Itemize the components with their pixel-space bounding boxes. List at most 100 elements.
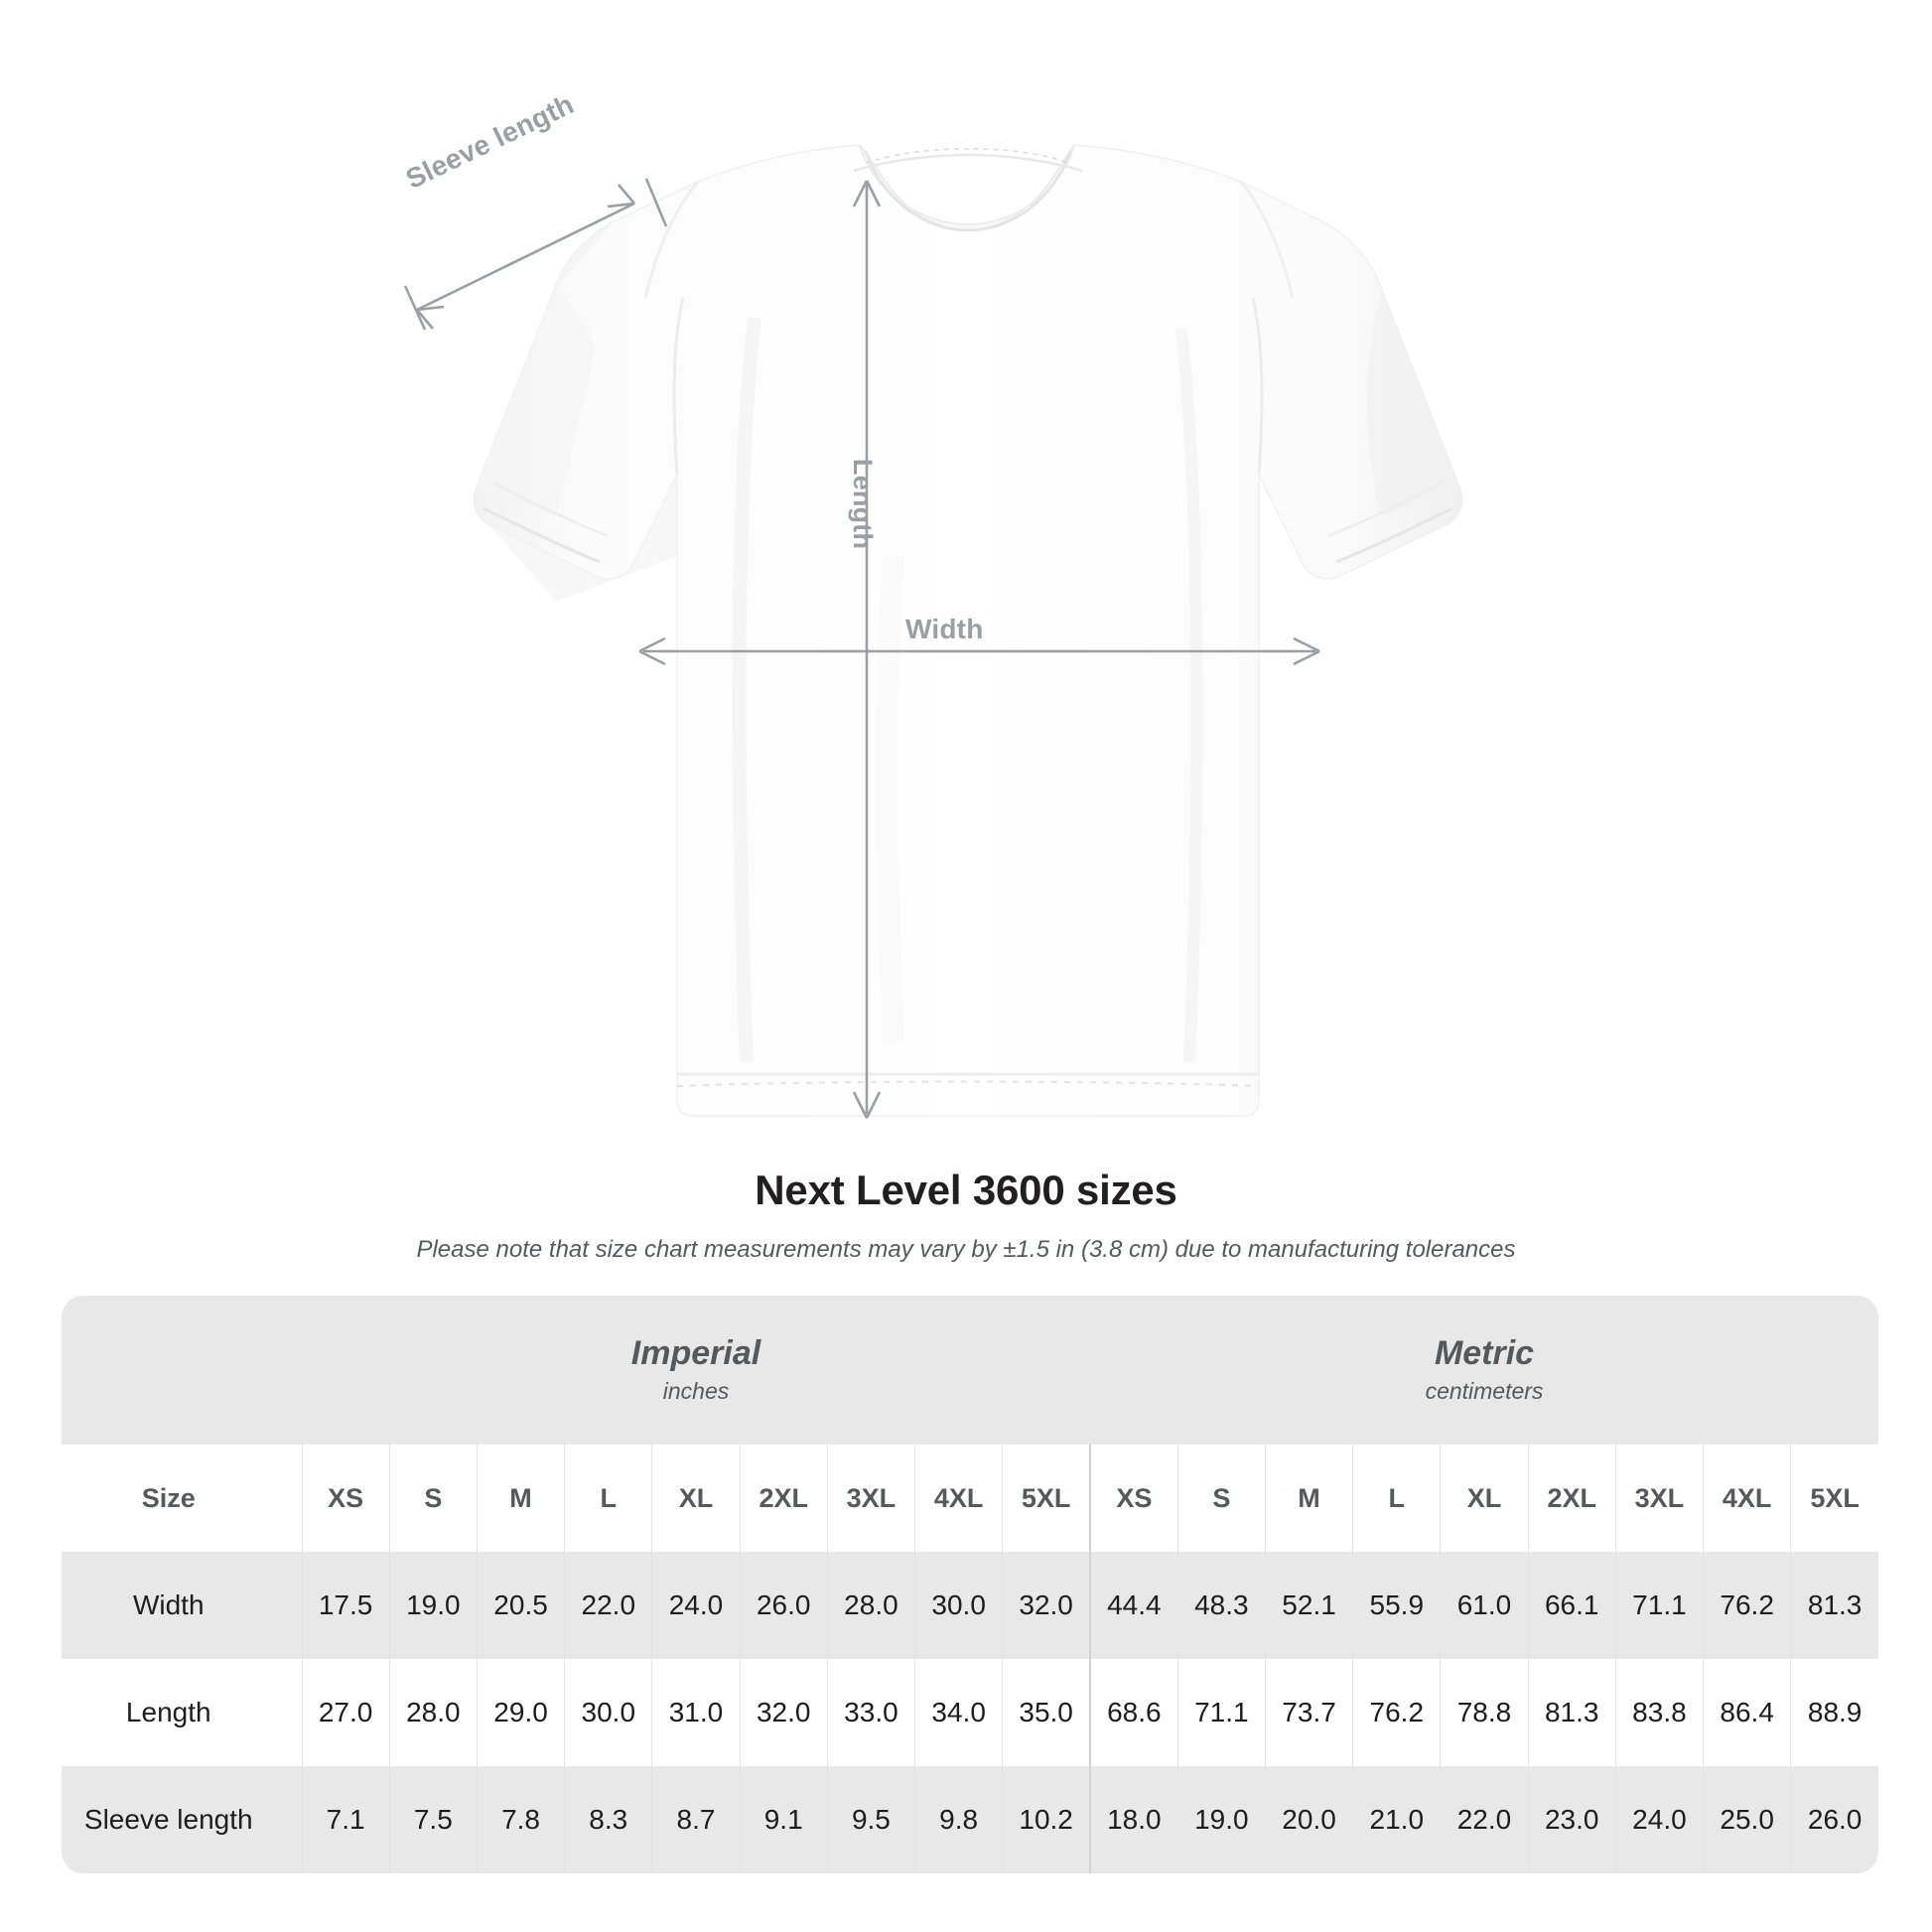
table-row: Width 17.5 19.0 20.5 22.0 24.0 26.0 28.0 30.0 32.… (62, 1552, 1879, 1659)
tshirt-shape (473, 144, 1463, 1117)
measurement-cell: 83.8 (1614, 1659, 1704, 1766)
size-column-header: L (564, 1445, 652, 1552)
length-label: Length (848, 459, 878, 550)
measurement-cell: 9.5 (826, 1766, 915, 1873)
size-chart-table: Imperial inches Metric centimeters Size XS S M… (62, 1296, 1879, 1873)
measurement-cell: 9.8 (914, 1766, 1003, 1873)
measurement-cell: 28.0 (388, 1659, 478, 1766)
measurement-cell: 22.0 (564, 1552, 652, 1659)
measurement-cell: 19.0 (1176, 1766, 1266, 1873)
measurement-cell: 48.3 (1176, 1552, 1266, 1659)
size-column-header: 2XL (1527, 1445, 1616, 1552)
measurement-cell: 61.0 (1440, 1552, 1529, 1659)
sleeve-length-dimension (403, 178, 668, 331)
measurement-cell: 7.1 (301, 1766, 390, 1873)
measurement-cell: 31.0 (651, 1659, 741, 1766)
measurement-cell: 29.0 (476, 1659, 565, 1766)
measurement-cell: 44.4 (1088, 1552, 1178, 1659)
table-row: Length 27.0 28.0 29.0 30.0 31.0 32.0 33.0 34.0 35… (62, 1659, 1879, 1766)
size-header-label: Size (62, 1445, 302, 1552)
measurement-cell: 18.0 (1088, 1766, 1178, 1873)
measurement-cell: 20.0 (1264, 1766, 1353, 1873)
measurement-cell: 86.4 (1703, 1659, 1791, 1766)
measurement-cell: 55.9 (1352, 1552, 1441, 1659)
measurement-cell: 81.3 (1527, 1659, 1616, 1766)
page-title: Next Level 3600 sizes (755, 1167, 1177, 1213)
size-column-header: XL (651, 1445, 741, 1552)
measurement-row-label: Width (62, 1552, 302, 1659)
size-column-header: XS (1088, 1445, 1178, 1552)
size-column-header: 3XL (1614, 1445, 1704, 1552)
unit-row-spacer (62, 1296, 302, 1445)
measurement-cell: 25.0 (1703, 1766, 1791, 1873)
measurement-cell: 88.9 (1790, 1659, 1879, 1766)
measurement-cell: 35.0 (1002, 1659, 1090, 1766)
measurement-cell: 24.0 (1614, 1766, 1704, 1873)
measurement-cell: 27.0 (301, 1659, 390, 1766)
measurement-cell: 9.1 (739, 1766, 828, 1873)
measurement-cell: 33.0 (826, 1659, 915, 1766)
size-column-header: XS (301, 1445, 390, 1552)
table-head: Imperial inches Metric centimeters Size XS S M… (62, 1296, 1879, 1552)
size-column-header: M (1264, 1445, 1353, 1552)
measurement-cell: 23.0 (1527, 1766, 1616, 1873)
unit-group-name: Metric (1434, 1333, 1535, 1372)
unit-group-imperial: Imperial inches (302, 1296, 1090, 1445)
table-body: Width 17.5 19.0 20.5 22.0 24.0 26.0 28.0 30.0 32.… (62, 1552, 1879, 1873)
size-chart-table-container: Imperial inches Metric centimeters Size XS S M… (62, 1296, 1879, 1873)
tshirt-diagram (403, 144, 1463, 1119)
size-column-header: 3XL (826, 1445, 915, 1552)
measurement-cell: 73.7 (1264, 1659, 1353, 1766)
measurement-cell: 71.1 (1176, 1659, 1266, 1766)
measurement-cell: 7.5 (388, 1766, 478, 1873)
measurement-cell: 20.5 (476, 1552, 565, 1659)
measurement-cell: 26.0 (739, 1552, 828, 1659)
measurement-cell: 24.0 (651, 1552, 741, 1659)
measurement-cell: 10.2 (1002, 1766, 1090, 1873)
measurement-cell: 7.8 (476, 1766, 565, 1873)
size-column-header: S (1176, 1445, 1266, 1552)
size-column-header: L (1352, 1445, 1441, 1552)
measurement-cell: 17.5 (301, 1552, 390, 1659)
measurement-cell: 81.3 (1790, 1552, 1879, 1659)
table-row: Sleeve length 7.1 7.5 7.8 8.3 8.7 9.1 9.5 9.8 10.… (62, 1766, 1879, 1873)
size-column-header: XL (1440, 1445, 1529, 1552)
tolerance-note: Please note that size chart measurements… (416, 1236, 1516, 1263)
measurement-cell: 71.1 (1614, 1552, 1704, 1659)
measurement-cell: 66.1 (1527, 1552, 1616, 1659)
unit-group-subtitle: inches (662, 1378, 730, 1404)
measurement-cell: 22.0 (1440, 1766, 1529, 1873)
size-column-header: 4XL (914, 1445, 1003, 1552)
measurement-cell: 30.0 (914, 1552, 1003, 1659)
chart-heading: Next Level 3600 sizes Please note that s… (0, 1167, 1932, 1264)
unit-group-metric: Metric centimeters (1090, 1296, 1879, 1445)
measurement-cell: 28.0 (826, 1552, 915, 1659)
unit-group-name: Imperial (630, 1333, 761, 1372)
measurement-cell: 78.8 (1440, 1659, 1529, 1766)
measurement-cell: 30.0 (564, 1659, 652, 1766)
measurement-cell: 32.0 (739, 1659, 828, 1766)
measurement-cell: 19.0 (388, 1552, 478, 1659)
size-header-row: Size XS S M L XL 2XL 3XL 4XL 5XL XS S M L XL 2XL 3XL 4XL 5… (62, 1445, 1879, 1552)
unit-group-subtitle: centimeters (1425, 1378, 1544, 1404)
measurement-cell: 68.6 (1088, 1659, 1178, 1766)
size-column-header: M (476, 1445, 565, 1552)
measurement-row-label: Length (62, 1659, 302, 1766)
size-column-header: 4XL (1703, 1445, 1791, 1552)
measurement-cell: 32.0 (1002, 1552, 1090, 1659)
measurement-cell: 8.3 (564, 1766, 652, 1873)
measurement-cell: 21.0 (1352, 1766, 1441, 1873)
length-dimension (852, 180, 882, 1119)
measurement-cell: 26.0 (1790, 1766, 1879, 1873)
size-column-header: 5XL (1790, 1445, 1879, 1552)
measurement-cell: 76.2 (1352, 1659, 1441, 1766)
size-column-header: 2XL (739, 1445, 828, 1552)
size-chart-illustration: Sleeve length Length Width (401, 88, 1463, 1119)
measurement-lines (403, 178, 1320, 1119)
measurement-cell: 34.0 (914, 1659, 1003, 1766)
width-dimension (638, 636, 1320, 666)
size-column-header: 5XL (1002, 1445, 1090, 1552)
measurement-cell: 52.1 (1264, 1552, 1353, 1659)
measurement-cell: 8.7 (651, 1766, 741, 1873)
unit-group-row: Imperial inches Metric centimeters (62, 1296, 1879, 1445)
